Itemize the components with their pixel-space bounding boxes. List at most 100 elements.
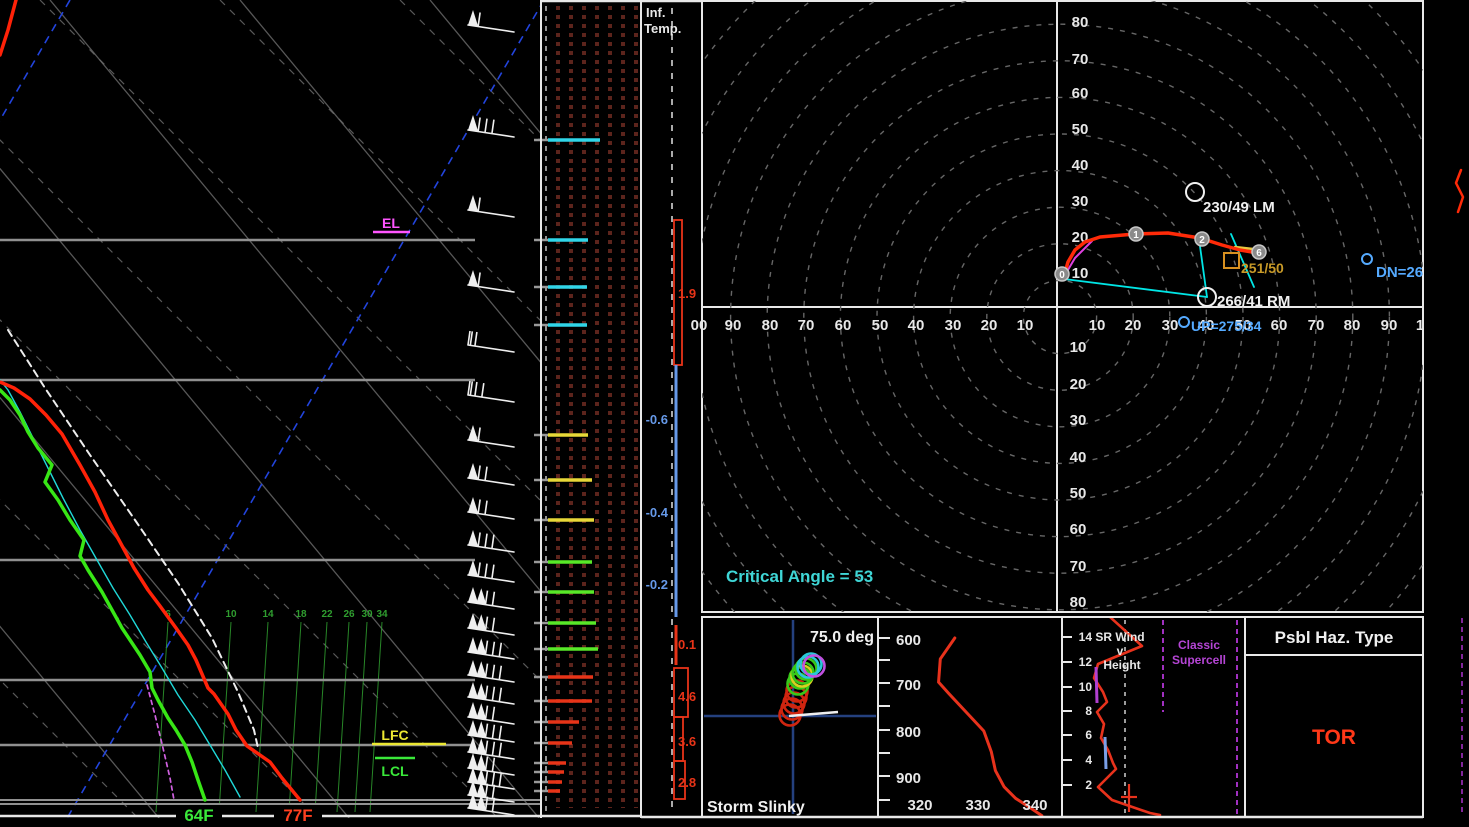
surface-dewpoint-label: 64F bbox=[184, 806, 213, 825]
ring-label: 20 bbox=[1125, 317, 1142, 334]
advection-value: 0.1 bbox=[678, 637, 696, 652]
inset-border bbox=[1245, 617, 1423, 817]
mixing-ratio-label: 26 bbox=[343, 609, 355, 620]
srwind-title-line1: SR Wind bbox=[1095, 630, 1144, 644]
downdraft-label: DN=26 bbox=[1376, 264, 1423, 281]
ring-label: 50 bbox=[1070, 485, 1087, 502]
mean-wind-label: 251/50 bbox=[1241, 260, 1284, 276]
height-tick-column bbox=[534, 0, 641, 818]
advection-value: -0.6 bbox=[646, 412, 668, 427]
ring-label: 20 bbox=[981, 317, 998, 334]
ring-label: 90 bbox=[1381, 317, 1398, 334]
ring-label: 30 bbox=[1072, 193, 1089, 210]
ring-label: 60 bbox=[835, 317, 852, 334]
ring-label: 30 bbox=[1162, 317, 1179, 334]
ring-label: 10 bbox=[1070, 339, 1087, 356]
srwind-curve bbox=[1094, 617, 1160, 815]
updraft-label: UP=275/34 bbox=[1191, 318, 1262, 334]
advection-title-line1: Inf. bbox=[646, 5, 666, 20]
supercell-class-line1: Classic bbox=[1178, 638, 1220, 652]
hazard-panel-title: Psbl Haz. Type bbox=[1275, 628, 1394, 647]
thetae-pressure-label: 600 bbox=[896, 632, 921, 649]
ring-label: 60 bbox=[1072, 85, 1089, 102]
slinky-title: Storm Slinky bbox=[707, 799, 805, 816]
ring-label: 70 bbox=[1308, 317, 1325, 334]
advection-value: -0.4 bbox=[646, 505, 669, 520]
right-strip-profile-fragment bbox=[1456, 170, 1463, 212]
ring-label: 10 bbox=[1089, 317, 1106, 334]
ring-label: 70 bbox=[1070, 558, 1087, 575]
slinky-content bbox=[704, 620, 876, 814]
srwind-title-line2: v bbox=[1117, 644, 1124, 658]
thetae-pressure-panel[interactable]: 600700800900320330340 bbox=[878, 632, 1048, 816]
height-segment-number: 2 bbox=[1199, 235, 1205, 246]
srwind-highlight-blue bbox=[1105, 737, 1106, 769]
lfc-label: LFC bbox=[381, 727, 408, 743]
ring-label: 40 bbox=[1070, 449, 1087, 466]
slinky-angle-label: 75.0 deg bbox=[810, 629, 874, 646]
temp-advection-panel[interactable]: 1.9 -0.6 -0.4 -0.2 0.1 4.6 3.6 2.8 bbox=[641, 0, 702, 818]
srwind-highlight-magenta bbox=[1096, 667, 1097, 703]
ring-label: 60 bbox=[1271, 317, 1288, 334]
ring-label: 80 bbox=[1070, 594, 1087, 611]
advection-value: 1.9 bbox=[678, 286, 696, 301]
ring-label: 90 bbox=[725, 317, 742, 334]
supercell-class-line2: Supercell bbox=[1172, 653, 1226, 667]
ring-label: 70 bbox=[798, 317, 815, 334]
advection-value: 4.6 bbox=[678, 689, 696, 704]
sounding-analysis-window: { "window": {"title": "Sounding Analysis… bbox=[0, 0, 1469, 827]
srwind-km-label: 14 bbox=[1079, 630, 1093, 644]
srwind-km-label: 6 bbox=[1085, 728, 1092, 742]
height-segment-number: 1 bbox=[1133, 230, 1139, 241]
mixing-ratio-label: 18 bbox=[295, 609, 307, 620]
mixing-ratio-label: 34 bbox=[376, 609, 388, 620]
left-mover-label: 230/49 LM bbox=[1203, 199, 1275, 216]
mixing-ratio-label: 22 bbox=[321, 609, 333, 620]
srwind-km-label: 8 bbox=[1085, 704, 1092, 718]
skewt-bg bbox=[0, 0, 540, 818]
srwind-km-label: 4 bbox=[1085, 753, 1092, 767]
thetae-curve bbox=[939, 638, 1042, 816]
advection-value: 2.8 bbox=[678, 775, 696, 790]
srwind-title-line3: Height bbox=[1103, 658, 1140, 672]
ring-label: 00 bbox=[691, 317, 708, 334]
right-mover-label: 266/41 RM bbox=[1217, 293, 1290, 310]
ring-label: 80 bbox=[762, 317, 779, 334]
advection-value: -0.2 bbox=[646, 577, 668, 592]
surface-temperature-label: 77F bbox=[283, 806, 312, 825]
hodograph-quadrant-box bbox=[1057, 307, 1423, 612]
lcl-label: LCL bbox=[381, 763, 409, 779]
ring-label: 30 bbox=[945, 317, 962, 334]
hodograph-quadrant-box bbox=[702, 1, 1057, 307]
ring-label: 70 bbox=[1072, 51, 1089, 68]
srwind-km-label: 12 bbox=[1079, 655, 1093, 669]
ring-label: 50 bbox=[1072, 121, 1089, 138]
thetae-value-label: 320 bbox=[907, 797, 932, 814]
thetae-pressure-label: 900 bbox=[896, 770, 921, 787]
ring-label: 80 bbox=[1072, 14, 1089, 31]
srwind-km-label: 10 bbox=[1079, 680, 1093, 694]
hazard-value: TOR bbox=[1312, 726, 1356, 749]
advection-value: 3.6 bbox=[678, 734, 696, 749]
sounding-scene: 610141822263034 1.9-0.6-0.4-0.20.14.63.6… bbox=[0, 0, 1469, 827]
thetae-value-label: 330 bbox=[965, 797, 990, 814]
thetae-pressure-label: 800 bbox=[896, 724, 921, 741]
height-segment-number: 6 bbox=[1256, 248, 1262, 259]
mixing-ratio-label: 30 bbox=[361, 609, 373, 620]
srwind-km-label: 2 bbox=[1085, 778, 1092, 792]
storm-slinky-panel[interactable] bbox=[704, 620, 876, 814]
ring-label: 30 bbox=[1070, 412, 1087, 429]
ring-label: 20 bbox=[1070, 376, 1087, 393]
thetae-pressure-label: 700 bbox=[896, 677, 921, 694]
critical-angle-label: Critical Angle = 53 bbox=[726, 567, 873, 586]
ring-label: 40 bbox=[908, 317, 925, 334]
ring-label: 40 bbox=[1072, 157, 1089, 174]
ring-label: 60 bbox=[1070, 521, 1087, 538]
mixing-ratio-label: 14 bbox=[262, 609, 274, 620]
el-label: EL bbox=[382, 215, 400, 231]
tick-column-bg bbox=[541, 0, 641, 818]
height-segment-number: 0 bbox=[1059, 270, 1065, 281]
ring-label: 10 bbox=[1017, 317, 1034, 334]
ring-label: 50 bbox=[872, 317, 889, 334]
thetae-content bbox=[939, 638, 1042, 816]
